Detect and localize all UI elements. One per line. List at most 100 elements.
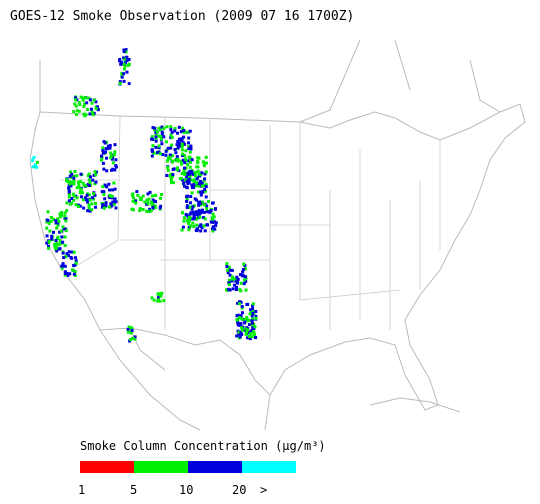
- smoke-pixel: [48, 229, 52, 233]
- smoke-pixel: [190, 170, 194, 174]
- smoke-pixel: [214, 224, 218, 228]
- smoke-pixel: [80, 195, 84, 199]
- smoke-pixel: [225, 262, 229, 266]
- smoke-pixel: [244, 332, 248, 336]
- smoke-pixel: [237, 330, 241, 334]
- smoke-pixel: [102, 140, 106, 144]
- smoke-pixel: [198, 224, 202, 228]
- smoke-pixel: [177, 125, 181, 129]
- smoke-pixel: [209, 209, 213, 213]
- smoke-pixel: [114, 158, 118, 162]
- smoke-pixel: [187, 155, 191, 159]
- smoke-pixel: [53, 245, 57, 249]
- smoke-pixel: [71, 268, 75, 272]
- smoke-pixel: [185, 186, 189, 190]
- smoke-pixel: [170, 160, 174, 164]
- smoke-pixel: [194, 170, 198, 174]
- smoke-pixel: [90, 101, 94, 105]
- smoke-pixel: [87, 193, 91, 197]
- smoke-pixel: [233, 283, 237, 287]
- smoke-pixel: [150, 135, 154, 139]
- smoke-pixel: [238, 273, 242, 277]
- smoke-pixel: [65, 252, 69, 256]
- smoke-pixel: [151, 144, 155, 148]
- smoke-pixel: [136, 193, 140, 197]
- smoke-pixel: [62, 264, 66, 268]
- smoke-pixel: [166, 168, 170, 172]
- smoke-pixel: [228, 288, 232, 292]
- smoke-pixel: [210, 218, 214, 222]
- smoke-pixel: [186, 159, 190, 163]
- smoke-pixel: [191, 178, 195, 182]
- smoke-pixel: [70, 172, 74, 176]
- smoke-pixel: [80, 191, 84, 195]
- smoke-pixel: [191, 211, 195, 215]
- smoke-pixel: [195, 177, 199, 181]
- smoke-pixel: [79, 191, 83, 195]
- smoke-pixel: [254, 316, 258, 320]
- smoke-pixel: [181, 152, 185, 156]
- smoke-pixel: [205, 210, 209, 214]
- smoke-pixel: [141, 208, 145, 212]
- smoke-pixel: [112, 153, 116, 157]
- smoke-pixel: [251, 302, 255, 306]
- smoke-pixel: [236, 301, 240, 305]
- smoke-pixel: [199, 229, 203, 233]
- smoke-pixel: [91, 196, 95, 200]
- smoke-pixel: [78, 180, 82, 184]
- smoke-pixel: [237, 332, 241, 336]
- smoke-pixel: [175, 131, 179, 135]
- smoke-pixel: [198, 200, 202, 204]
- smoke-pixel: [198, 182, 202, 186]
- smoke-pixel: [127, 82, 131, 86]
- smoke-pixel: [196, 156, 200, 160]
- smoke-pixel: [253, 325, 257, 329]
- smoke-pixel: [188, 150, 192, 154]
- smoke-pixel: [54, 247, 58, 251]
- smoke-pixel: [45, 234, 49, 238]
- smoke-pixel: [105, 185, 109, 189]
- smoke-pixel: [183, 172, 187, 176]
- smoke-pixel: [60, 213, 64, 217]
- smoke-pixel: [149, 209, 153, 213]
- smoke-pixel: [180, 137, 184, 141]
- smoke-pixel: [120, 60, 124, 64]
- mexico: [99, 327, 271, 431]
- smoke-pixel: [197, 210, 201, 214]
- smoke-pixel: [202, 203, 206, 207]
- smoke-pixel: [165, 173, 169, 177]
- smoke-pixel: [250, 321, 254, 325]
- smoke-pixel: [254, 314, 258, 318]
- smoke-pixel: [230, 279, 234, 283]
- smoke-pixel: [50, 234, 54, 238]
- smoke-pixel: [109, 202, 113, 206]
- smoke-pixel: [88, 209, 92, 213]
- smoke-pixel: [238, 335, 242, 339]
- smoke-pixel: [200, 200, 204, 204]
- smoke-pixel: [180, 142, 184, 146]
- smoke-pixel: [170, 136, 174, 140]
- smoke-pixel: [75, 112, 79, 116]
- smoke-pixel: [65, 201, 69, 205]
- smoke-pixel: [244, 288, 248, 292]
- smoke-pixel: [127, 325, 131, 329]
- smoke-pixel: [60, 235, 64, 239]
- smoke-pixel: [156, 150, 160, 154]
- smoke-pixel: [47, 244, 51, 248]
- smoke-pixel: [74, 194, 78, 198]
- smoke-pixel: [157, 126, 161, 130]
- smoke-pixel: [183, 154, 187, 158]
- smoke-pixel: [248, 312, 252, 316]
- smoke-pixel: [72, 174, 76, 178]
- smoke-pixel: [58, 215, 62, 219]
- smoke-pixel: [239, 300, 243, 304]
- smoke-pixel: [176, 146, 180, 150]
- smoke-pixel: [65, 209, 69, 213]
- smoke-pixel: [118, 80, 122, 84]
- smoke-pixel: [145, 198, 149, 202]
- us-outline: [29, 103, 526, 411]
- smoke-pixel: [47, 246, 51, 250]
- smoke-pixel: [126, 327, 130, 331]
- smoke-pixel: [156, 299, 160, 303]
- smoke-pixel: [122, 72, 126, 76]
